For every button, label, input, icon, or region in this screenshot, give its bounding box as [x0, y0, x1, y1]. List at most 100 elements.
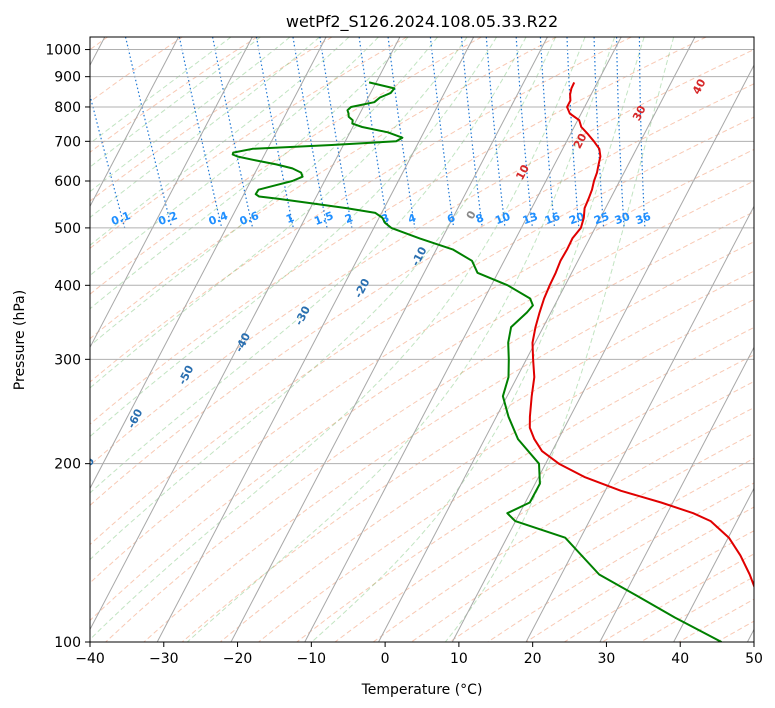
moist-adiabat [90, 37, 527, 494]
moist-adiabat [90, 37, 468, 389]
dry-adiabat [90, 37, 557, 340]
mixing-ratio-label: 1.5 [313, 209, 336, 228]
x-tick-label: 10 [450, 651, 468, 667]
mixing-ratio-label: 0.4 [207, 209, 230, 228]
dry-adiabat [90, 148, 754, 584]
x-tick-label: −40 [75, 651, 105, 667]
mixing-ratio-label: 3 [379, 211, 391, 226]
mixing-ratio-line [90, 93, 126, 229]
moist-adiabat [311, 37, 645, 642]
dry-adiabat [143, 241, 754, 642]
mixing-ratio-line [485, 37, 506, 228]
isotherm-line [451, 64, 754, 642]
x-tick-label: 40 [671, 651, 689, 667]
mixing-ratio-label: 36 [634, 210, 653, 228]
mixing-ratio-label: 16 [543, 210, 562, 228]
mixing-ratio-line [515, 37, 533, 228]
mixing-ratio-line [124, 37, 173, 229]
x-tick-label: −10 [297, 651, 327, 667]
y-tick-label: 600 [54, 174, 81, 190]
mixing-ratio-line [319, 37, 353, 229]
temperature-profile-line [528, 81, 754, 589]
mixing-ratio-line [387, 37, 416, 228]
isotherm-label: -70 [76, 455, 97, 479]
x-tick-label: −20 [223, 651, 253, 667]
mixing-ratio-line [539, 37, 556, 228]
y-tick-label: 300 [54, 352, 81, 368]
mixing-ratio-label: 10 [493, 210, 512, 228]
y-tick-label: 400 [54, 278, 81, 294]
dewpoint-profile-line [231, 81, 722, 642]
moist-adiabat [90, 37, 350, 246]
mixing-ratio-line [638, 37, 646, 228]
mixing-ratio-labels: 0.1 0.2 0.4 0.6 1 1.5 2 3 4 6 8 10 13 16 20 25 30 36 [109, 209, 653, 228]
x-axis-ticks: −40 −30 −20 −10 0 10 20 30 40 50 [75, 642, 763, 667]
y-tick-label: 800 [54, 100, 81, 116]
isotherm-label: 20 [571, 131, 590, 151]
dry-adiabat [449, 457, 754, 642]
x-tick-label: 30 [598, 651, 616, 667]
dry-adiabat [90, 37, 707, 425]
x-axis-label: Temperature (°C) [361, 682, 483, 698]
x-tick-label: 0 [381, 651, 390, 667]
dry-adiabat [90, 180, 754, 622]
dry-adiabat [296, 354, 754, 642]
isotherm-label: 30 [630, 103, 649, 123]
dry-adiabat [90, 37, 258, 153]
mixing-ratio-line [460, 37, 483, 228]
isotherm-line [746, 628, 754, 642]
mixing-ratio-lines [90, 37, 646, 229]
dry-adiabat [219, 299, 754, 642]
mixing-ratio-line [593, 37, 605, 228]
plot-frame [89, 36, 755, 643]
y-tick-label: 1000 [45, 43, 81, 59]
mixing-ratio-label: 4 [406, 211, 418, 226]
isotherm-line [90, 37, 253, 349]
moist-adiabat [90, 37, 586, 641]
mixing-ratio-line [615, 37, 625, 228]
isotherm-label: -60 [125, 407, 146, 431]
y-axis-label: Pressure (hPa) [12, 290, 28, 390]
isotherm-line [599, 346, 754, 642]
isotherm-line [304, 37, 622, 642]
mixing-ratio-label: 0.2 [157, 209, 180, 228]
isotherm-line [90, 37, 327, 490]
dry-adiabat [90, 37, 333, 202]
moist-adiabat [444, 37, 675, 642]
isotherm-label: -50 [176, 363, 197, 387]
isotherm-line [156, 37, 475, 642]
isotherm-label: -80 [27, 501, 48, 525]
mixing-ratio-label: 2 [343, 211, 355, 226]
mixing-ratio-label: 8 [474, 211, 486, 226]
isotherm-line [90, 37, 401, 631]
dry-adiabat [564, 530, 754, 642]
y-axis-ticks: 100 200 300 400 500 600 700 800 900 1000 [45, 43, 90, 651]
dry-adiabat [90, 37, 408, 249]
dry-adiabat [90, 83, 754, 506]
moist-adiabat [90, 37, 291, 193]
isotherm-line [525, 205, 754, 642]
dry-adiabat [334, 380, 754, 642]
mixing-ratio-label: 1 [284, 211, 296, 226]
isotherm-line [673, 487, 754, 642]
dry-adiabat [181, 270, 754, 642]
mixing-ratio-label: 0.1 [109, 209, 132, 228]
dry-adiabat [90, 37, 183, 103]
y-tick-label: 900 [54, 70, 81, 86]
sounding-series [231, 81, 754, 642]
dry-adiabat [716, 620, 754, 642]
moist-adiabat [90, 37, 438, 347]
isotherm-line [90, 37, 179, 208]
isotherm-grid [90, 37, 754, 642]
isotherm-label: 40 [690, 77, 709, 97]
moist-adiabat [90, 37, 409, 310]
x-tick-label: 50 [745, 651, 763, 667]
dry-adiabat [90, 37, 632, 383]
dry-adiabat [90, 116, 754, 546]
moist-adiabat [90, 37, 557, 561]
dry-adiabat [258, 326, 754, 642]
dry-adiabat [602, 553, 754, 642]
moist-adiabats [90, 37, 675, 642]
mixing-ratio-label: 0.6 [238, 209, 261, 228]
